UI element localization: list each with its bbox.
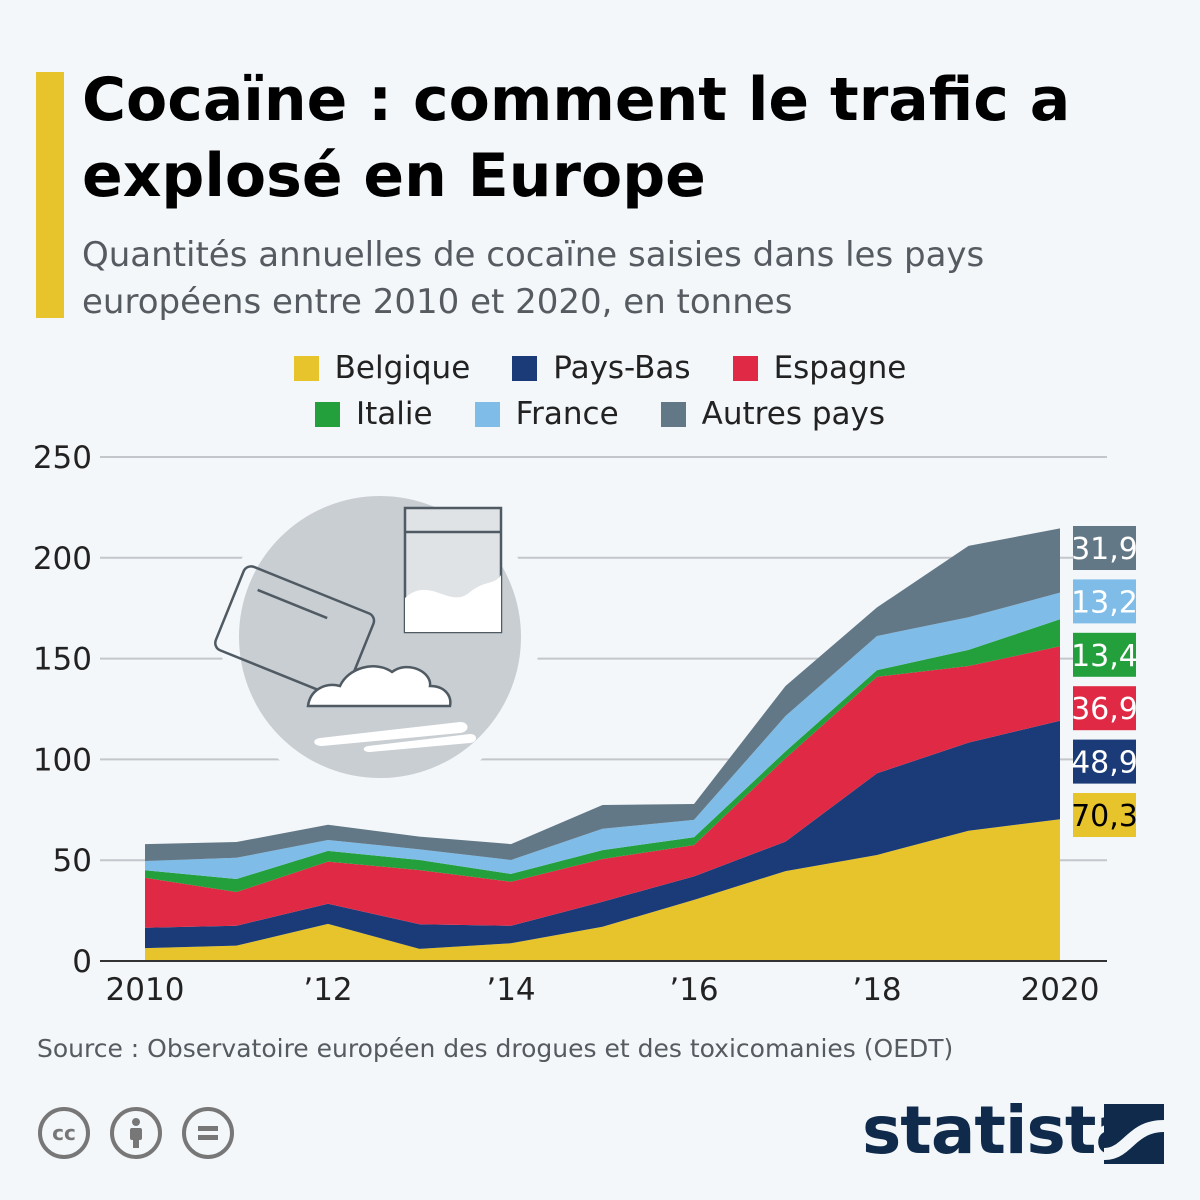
chart-subtitle: Quantités annuelles de cocaïne saisies d… xyxy=(82,235,985,322)
statista-logo-mark xyxy=(1104,1104,1164,1164)
end-label-box xyxy=(1073,579,1136,624)
no-derivatives-icon xyxy=(182,1107,234,1159)
chart-title: Cocaïne : comment le trafic a explosé en… xyxy=(82,65,1071,211)
legend-swatch xyxy=(314,401,340,427)
legend-row-2: Italie France Autres pays xyxy=(0,396,1200,432)
x-tick-label: ’14 xyxy=(486,972,535,1008)
cocaine-illustration xyxy=(214,478,539,796)
powder-pile-icon xyxy=(306,665,452,708)
legend-swatch xyxy=(293,355,319,381)
legend-swatch xyxy=(474,401,500,427)
x-tick-label: ’16 xyxy=(669,972,718,1008)
powder-line-2 xyxy=(363,734,476,752)
legend-swatch xyxy=(732,355,758,381)
x-tick-label: ’12 xyxy=(303,972,352,1008)
end-value-label: 31,9 xyxy=(1071,532,1138,567)
powder-bag-icon xyxy=(403,506,503,634)
y-tick-label: 250 xyxy=(33,440,92,476)
legend-item-autres-pays: Autres pays xyxy=(660,396,885,432)
area-autres-pays xyxy=(145,528,1060,862)
legend-label: Autres pays xyxy=(701,396,885,432)
end-value-label: 48,9 xyxy=(1071,746,1138,781)
y-tick-label: 100 xyxy=(33,742,92,778)
end-label-box xyxy=(1073,686,1136,731)
end-value-label: 13,2 xyxy=(1071,585,1138,620)
legend-item-france: France xyxy=(474,396,619,432)
area-belgique xyxy=(145,819,1060,961)
legend-item-espagne: Espagne xyxy=(732,350,907,386)
end-label-box xyxy=(1073,632,1136,677)
legend-swatch xyxy=(512,355,538,381)
x-tick-label: ’18 xyxy=(852,972,901,1008)
legend-label: Italie xyxy=(355,396,433,432)
legend-swatch xyxy=(660,401,686,427)
y-tick-label: 0 xyxy=(72,944,92,980)
x-tick-label: 2020 xyxy=(1021,972,1100,1008)
powder-line-1 xyxy=(314,722,468,746)
legend-label: Espagne xyxy=(773,350,907,386)
legend-label: France xyxy=(515,396,619,432)
legend-item-italie: Italie xyxy=(314,396,433,432)
legend-item-pays-bas: Pays-Bas xyxy=(512,350,691,386)
end-label-box xyxy=(1073,739,1136,784)
x-tick-label: 2010 xyxy=(106,972,185,1008)
legend-item-belgique: Belgique xyxy=(293,350,471,386)
end-value-label: 70,3 xyxy=(1071,799,1138,834)
logo-text: statista xyxy=(862,1092,1140,1169)
attribution-icon xyxy=(110,1107,162,1159)
area-pays-bas xyxy=(145,720,1060,949)
area-espagne xyxy=(145,646,1060,928)
area-france xyxy=(145,592,1060,879)
y-tick-label: 50 xyxy=(53,843,92,879)
statista-logo: statista xyxy=(862,1092,1140,1169)
credit-card-icon xyxy=(214,565,376,699)
y-tick-label: 200 xyxy=(33,541,92,577)
end-label-box xyxy=(1073,793,1136,837)
legend-row-1: Belgique Pays-Bas Espagne xyxy=(0,350,1200,386)
accent-bar xyxy=(36,72,64,318)
cc-icon: cc xyxy=(38,1107,90,1159)
end-value-label: 36,9 xyxy=(1071,692,1138,727)
end-value-label: 13,4 xyxy=(1071,639,1138,674)
legend-label: Belgique xyxy=(334,350,471,386)
legend-label: Pays-Bas xyxy=(553,350,691,386)
source-note: Source : Observatoire européen des drogu… xyxy=(37,1034,954,1063)
y-tick-label: 150 xyxy=(33,642,92,678)
end-label-box xyxy=(1073,526,1136,570)
